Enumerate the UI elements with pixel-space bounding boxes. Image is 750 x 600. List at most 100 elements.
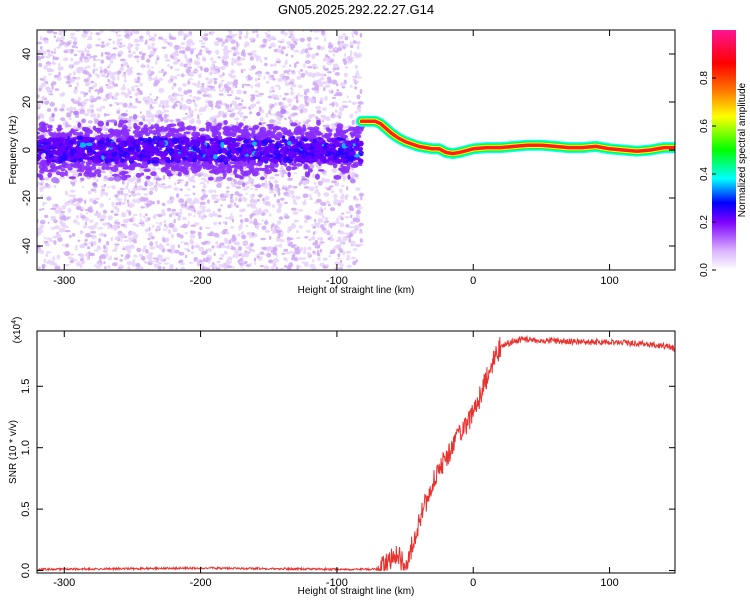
spectrogram-noise-point (181, 117, 188, 121)
spectrogram-noise-point (338, 230, 345, 235)
spectrogram-noise-point (183, 37, 186, 41)
spectrogram-band-point (241, 158, 247, 162)
spectrogram-noise-point (118, 114, 122, 119)
spectrogram-noise-point (312, 231, 316, 236)
spectrogram-band-point (252, 171, 259, 177)
spectrogram-noise-point (327, 44, 334, 49)
spectrogram-noise-point (324, 180, 331, 183)
spectrogram-band-point (211, 138, 219, 142)
spectrogram-noise-point (223, 237, 228, 243)
spectrogram-band-point (170, 161, 176, 165)
spectrogram-noise-point (231, 61, 234, 66)
spectrogram-noise-point (173, 218, 176, 224)
spectrogram-band-point (194, 157, 198, 162)
spectrogram-noise-point (116, 108, 121, 111)
spectrogram-band-point (168, 150, 175, 156)
spectrogram-band-point (244, 125, 249, 129)
spectrogram-band-point (197, 156, 203, 160)
spectrogram-noise-point (58, 71, 61, 77)
spectrogram-noise-point (64, 201, 70, 206)
spectrogram-noise-point (268, 73, 272, 79)
spectrogram-noise-point (154, 186, 158, 192)
spectrogram-noise-point (320, 76, 325, 81)
spectrogram-band-point (342, 165, 347, 170)
spectrogram-noise-point (139, 168, 143, 174)
spectrogram-noise-point (321, 115, 327, 120)
spectrogram-noise-point (356, 107, 362, 110)
spectrogram-noise-point (349, 85, 354, 88)
spectrogram-noise-point (108, 92, 113, 95)
spectrogram-band-point (85, 161, 92, 166)
spectrogram-noise-point (295, 230, 299, 234)
spectrogram-band-point (269, 167, 276, 172)
spectrogram-band-point (41, 125, 47, 132)
spectrogram-noise-point (281, 102, 284, 106)
spectrogram-noise-point (70, 259, 74, 264)
spectrogram-noise-point (305, 54, 310, 59)
spectrogram-noise-point (317, 180, 323, 186)
spectrogram-noise-point (85, 82, 88, 87)
spectrogram-noise-point (351, 101, 357, 105)
spectrogram-noise-point (313, 181, 317, 185)
spectrogram-noise-point (331, 112, 334, 117)
spectrogram-noise-point (287, 187, 290, 192)
spectrogram-noise-point (165, 109, 169, 113)
spectrogram-noise-point (346, 264, 352, 268)
spectrogram-noise-point (316, 110, 322, 114)
spectrogram-noise-point (157, 255, 163, 259)
spectrogram-noise-point (149, 118, 155, 123)
spectrogram-noise-point (311, 223, 314, 226)
spectrogram-noise-point (82, 69, 88, 75)
spectrogram-noise-point (135, 234, 139, 237)
spectrogram-noise-point (113, 83, 119, 87)
spectrogram-band-point (231, 158, 238, 162)
spectrogram-noise-point (355, 259, 359, 263)
spectrogram-noise-point (175, 267, 178, 270)
spectrogram-band-point (211, 129, 220, 133)
spectrogram-noise-point (226, 190, 230, 193)
spectrogram-noise-point (304, 70, 309, 76)
spectrogram-noise-point (198, 246, 205, 252)
spectrogram-band-point (100, 153, 108, 156)
spectrogram-noise-point (329, 237, 334, 242)
spectrogram-band-point (307, 168, 313, 173)
spectrogram-noise-point (112, 225, 118, 230)
spectrogram-band-point (122, 147, 128, 152)
spectrogram-noise-point (327, 56, 330, 59)
spectrogram-noise-point (131, 105, 138, 109)
spectrogram-noise-point (181, 42, 186, 46)
spectrogram-band-point (83, 136, 92, 141)
spectrogram-noise-point (287, 226, 293, 231)
spectrogram-noise-point (307, 47, 313, 51)
spectrogram-noise-point (62, 227, 66, 233)
spectrogram-noise-point (255, 207, 258, 210)
spectrogram-noise-point (69, 78, 76, 83)
spectrogram-noise-point (145, 113, 152, 119)
spectrogram-noise-point (320, 201, 326, 206)
spectrogram-band-point (222, 149, 228, 153)
spectrogram-noise-point (288, 190, 295, 195)
spectrogram-band-point (42, 141, 50, 145)
spectrogram-band-point (138, 121, 144, 126)
spectrogram-noise-point (289, 117, 292, 121)
spectrogram-noise-point (277, 236, 281, 239)
spectrogram-band-point (273, 156, 278, 159)
spectrogram-band-point (170, 166, 179, 172)
spectrogram-noise-point (202, 194, 209, 198)
spectrogram-noise-point (204, 267, 211, 270)
spectrogram-noise-point (218, 257, 223, 260)
spectrogram-noise-point (341, 86, 346, 89)
spectrogram-noise-point (125, 109, 128, 113)
spectrogram-noise-point (245, 75, 249, 79)
spectrogram-noise-point (249, 177, 252, 180)
spectrogram-noise-point (187, 212, 192, 217)
spectrogram-noise-point (122, 193, 128, 196)
spectrogram-noise-point (249, 215, 253, 220)
spectrogram-noise-point (65, 190, 68, 196)
spectrogram-band-point (92, 158, 98, 162)
spectrogram-noise-point (133, 38, 139, 43)
spectrogram-band-point (301, 178, 308, 181)
spectrogram-noise-point (314, 185, 318, 189)
spectrogram-noise-point (199, 226, 203, 231)
spectrogram-noise-point (283, 248, 289, 252)
